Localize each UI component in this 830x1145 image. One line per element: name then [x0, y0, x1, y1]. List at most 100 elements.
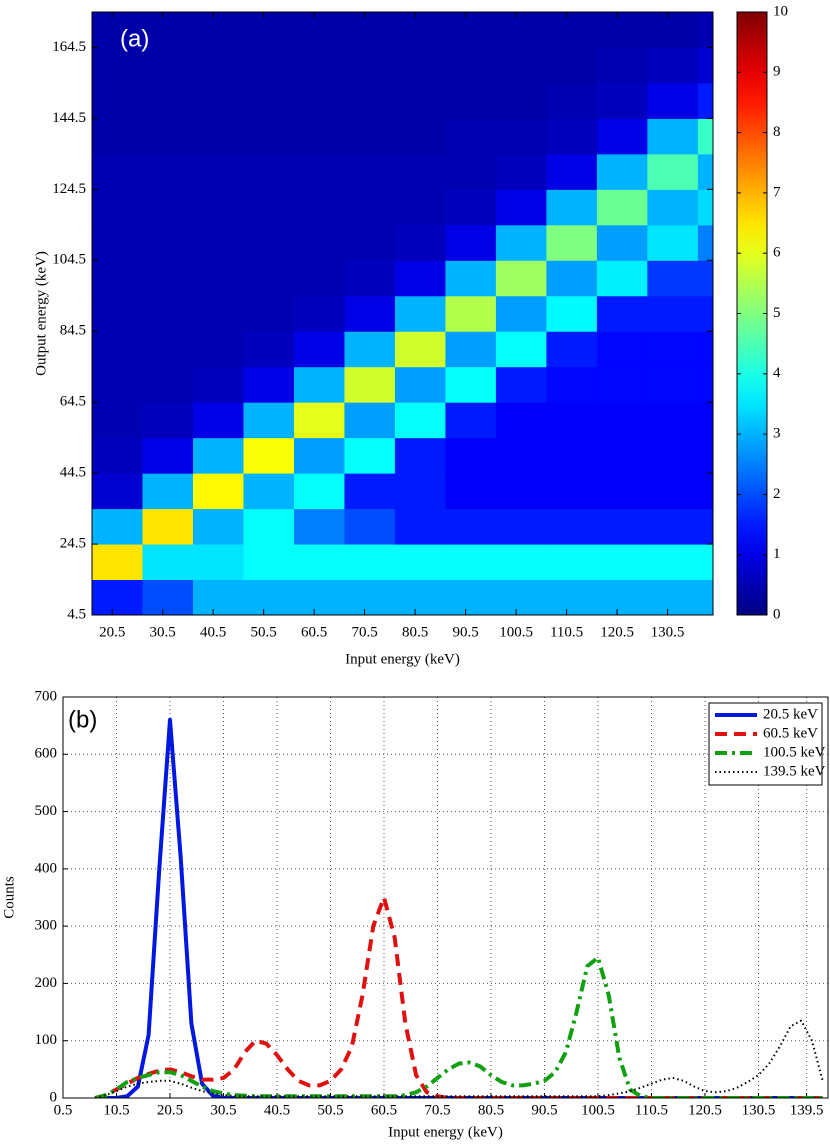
heatmap-cell	[293, 82, 345, 119]
heatmap-cell	[142, 12, 194, 48]
heatmap-cell	[92, 331, 143, 368]
heatmap-cell	[697, 118, 714, 155]
heatmap-cell	[243, 82, 295, 119]
heatmap-cell	[495, 402, 547, 439]
heatmap-cell	[243, 544, 295, 581]
heatmap-cell	[394, 12, 446, 48]
heatmap-cell	[394, 260, 446, 297]
x-tick-label: 60.5	[371, 1102, 397, 1118]
heatmap-cell	[394, 402, 446, 439]
heatmap-cell	[243, 402, 295, 439]
heatmap-cell	[647, 118, 699, 155]
heatmap-cell	[697, 331, 714, 368]
heatmap-cell	[243, 579, 295, 616]
x-tick-label: 80.5	[478, 1102, 504, 1118]
heatmap-cell	[293, 437, 345, 474]
heatmap-cell	[344, 331, 396, 368]
heatmap-cell	[596, 508, 648, 545]
annotation: (a)	[120, 25, 149, 52]
heatmap-cell	[394, 189, 446, 226]
heatmap-cell	[293, 47, 345, 84]
heatmap-cell	[142, 295, 194, 332]
x-tick-label: 120.5	[688, 1102, 722, 1118]
heatmap-cell	[394, 508, 446, 545]
heatmap-cell	[92, 579, 143, 616]
heatmap-cell	[92, 153, 143, 190]
heatmap-cell	[293, 544, 345, 581]
heatmap-cell	[92, 189, 143, 226]
heatmap-cell	[92, 544, 143, 581]
heatmap-cell	[394, 366, 446, 403]
x-tick-label: 20.5	[157, 1102, 183, 1118]
heatmap-cell	[192, 189, 244, 226]
heatmap-cell	[243, 473, 295, 510]
y-axis-label: Counts	[1, 876, 17, 919]
heatmap-cell	[344, 295, 396, 332]
heatmap-cell	[142, 544, 194, 581]
legend-label: 20.5 keV	[763, 706, 818, 722]
heatmap-cell	[192, 473, 244, 510]
heatmap-cell	[697, 473, 714, 510]
heatmap-cell	[647, 579, 699, 616]
heatmap-cell	[596, 47, 648, 84]
heatmap-cell	[596, 118, 648, 155]
heatmap-cell	[142, 473, 194, 510]
heatmap-cell	[243, 224, 295, 261]
heatmap-cell	[596, 153, 648, 190]
heatmap-cell	[243, 47, 295, 84]
heatmap-cell	[293, 153, 345, 190]
heatmap-cell	[445, 508, 497, 545]
heatmap-cell	[243, 331, 295, 368]
heatmap-cell	[546, 118, 598, 155]
x-tick-label: 100.5	[581, 1102, 615, 1118]
plot-background	[63, 697, 828, 1098]
heatmap-cell	[495, 331, 547, 368]
colorbar-tick-label: 8	[773, 124, 781, 140]
heatmap-cell	[344, 82, 396, 119]
heatmap-cell	[394, 295, 446, 332]
heatmap-cell	[92, 224, 143, 261]
x-tick-label: 90.5	[531, 1102, 557, 1118]
heatmap-cell	[697, 47, 714, 84]
heatmap-cell	[142, 437, 194, 474]
heatmap-cell	[546, 544, 598, 581]
y-tick-label: 500	[35, 803, 58, 819]
heatmap-cell	[495, 153, 547, 190]
heatmap-cell	[192, 508, 244, 545]
heatmap-cell	[495, 295, 547, 332]
heatmap-cell	[445, 295, 497, 332]
heatmap-cell	[596, 12, 648, 48]
heatmap-cell	[92, 12, 143, 48]
heatmap-cell	[192, 579, 244, 616]
heatmap-cell	[192, 260, 244, 297]
heatmap-cell	[394, 118, 446, 155]
y-tick-label: 24.5	[60, 535, 86, 551]
x-tick-label: 130.5	[651, 624, 685, 640]
heatmap-cell	[495, 82, 547, 119]
colorbar-tick-label: 5	[773, 305, 781, 321]
heatmap-cell	[344, 402, 396, 439]
legend-label: 139.5 keV	[763, 763, 826, 779]
heatmap-cell	[92, 437, 143, 474]
heatmap-cell	[596, 260, 648, 297]
heatmap-cell	[647, 366, 699, 403]
heatmap-cell	[142, 579, 194, 616]
heatmap-cell	[647, 47, 699, 84]
colorbar-tick-label: 0	[773, 606, 781, 622]
heatmap-cell	[495, 544, 547, 581]
heatmap-cell	[344, 118, 396, 155]
heatmap-cell	[142, 189, 194, 226]
heatmap-cell	[92, 402, 143, 439]
heatmap-cell	[394, 544, 446, 581]
heatmap-cell	[495, 473, 547, 510]
heatmap-cell	[596, 402, 648, 439]
heatmap-cell	[344, 579, 396, 616]
y-tick-label: 144.5	[52, 110, 86, 126]
heatmap-cell	[394, 579, 446, 616]
heatmap-cell	[344, 224, 396, 261]
heatmap-cell	[293, 118, 345, 155]
heatmap-cell	[192, 82, 244, 119]
heatmap-cell	[293, 508, 345, 545]
heatmap-cell	[647, 260, 699, 297]
